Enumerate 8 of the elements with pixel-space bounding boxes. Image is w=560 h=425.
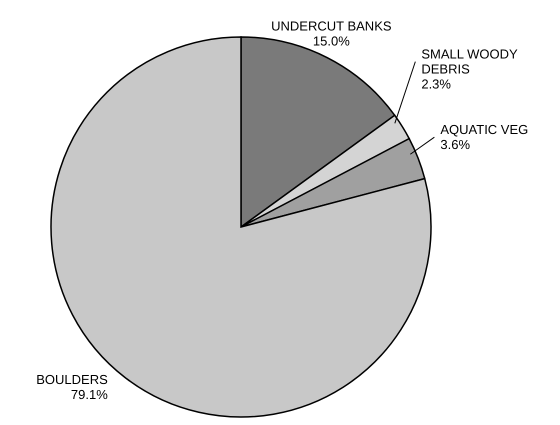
data-label: 15.0% bbox=[312, 34, 350, 49]
slice-label: BOULDERS bbox=[36, 372, 108, 388]
data-label: 79.1% bbox=[70, 387, 108, 402]
data-label: 2.3% bbox=[421, 77, 452, 92]
slice-label: SMALL WOODY DEBRIS bbox=[421, 47, 518, 78]
slice-label: UNDERCUT BANKS bbox=[271, 18, 392, 34]
slice-label: AQUATIC VEG bbox=[440, 122, 528, 138]
data-label: 3.6% bbox=[440, 138, 470, 153]
